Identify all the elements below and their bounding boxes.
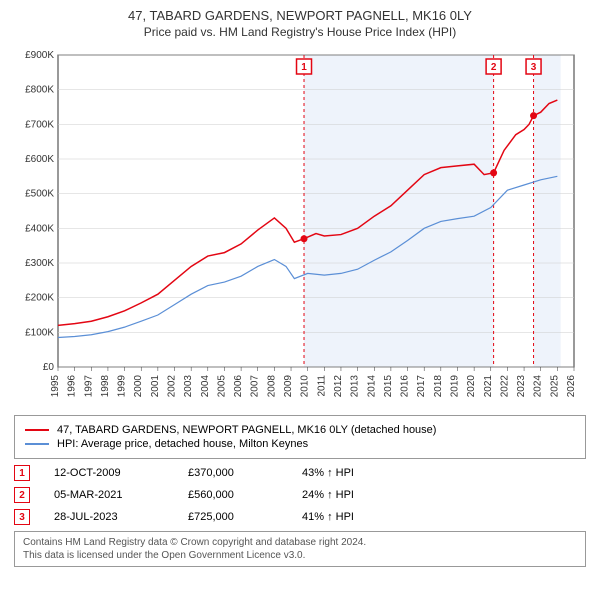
svg-text:2001: 2001 — [150, 375, 161, 398]
svg-text:£700K: £700K — [25, 119, 54, 130]
event-price: £725,000 — [188, 511, 278, 523]
footer-line2: This data is licensed under the Open Gov… — [23, 549, 577, 562]
svg-text:2011: 2011 — [316, 375, 327, 397]
svg-text:2003: 2003 — [183, 375, 194, 398]
svg-text:2018: 2018 — [433, 375, 444, 398]
event-pct: 43% ↑ HPI — [302, 467, 392, 479]
svg-text:2004: 2004 — [200, 375, 211, 398]
svg-text:2023: 2023 — [516, 375, 527, 398]
svg-text:2010: 2010 — [300, 375, 311, 398]
title-main: 47, TABARD GARDENS, NEWPORT PAGNELL, MK1… — [8, 8, 592, 23]
event-date: 05-MAR-2021 — [54, 489, 164, 501]
svg-text:£200K: £200K — [25, 293, 54, 304]
event-pct: 24% ↑ HPI — [302, 489, 392, 501]
event-row: 2 05-MAR-2021 £560,000 24% ↑ HPI — [14, 487, 586, 503]
svg-text:£0: £0 — [43, 362, 55, 373]
svg-text:£600K: £600K — [25, 154, 54, 165]
event-price: £560,000 — [188, 489, 278, 501]
legend-label: 47, TABARD GARDENS, NEWPORT PAGNELL, MK1… — [57, 424, 436, 436]
svg-text:2013: 2013 — [350, 375, 361, 398]
svg-text:1: 1 — [301, 62, 307, 73]
svg-text:£100K: £100K — [25, 327, 54, 338]
svg-text:2007: 2007 — [250, 375, 261, 398]
legend-swatch — [25, 429, 49, 431]
svg-text:2008: 2008 — [266, 375, 277, 398]
footer-line1: Contains HM Land Registry data © Crown c… — [23, 536, 577, 549]
event-row: 3 28-JUL-2023 £725,000 41% ↑ HPI — [14, 509, 586, 525]
event-marker: 3 — [14, 509, 30, 525]
svg-text:2014: 2014 — [366, 375, 377, 398]
svg-text:2006: 2006 — [233, 375, 244, 398]
legend-row: HPI: Average price, detached house, Milt… — [25, 438, 575, 450]
svg-text:2: 2 — [491, 62, 497, 73]
svg-text:2020: 2020 — [466, 375, 477, 398]
svg-text:1998: 1998 — [100, 375, 111, 398]
svg-text:1999: 1999 — [117, 375, 128, 398]
svg-text:2024: 2024 — [533, 375, 544, 398]
svg-text:2025: 2025 — [549, 375, 560, 398]
svg-text:2012: 2012 — [333, 375, 344, 398]
svg-text:£900K: £900K — [25, 50, 54, 61]
event-date: 28-JUL-2023 — [54, 511, 164, 523]
legend-row: 47, TABARD GARDENS, NEWPORT PAGNELL, MK1… — [25, 424, 575, 436]
event-pct: 41% ↑ HPI — [302, 511, 392, 523]
footer-attribution: Contains HM Land Registry data © Crown c… — [14, 531, 586, 567]
event-row: 1 12-OCT-2009 £370,000 43% ↑ HPI — [14, 465, 586, 481]
svg-text:1997: 1997 — [83, 375, 94, 398]
svg-text:2016: 2016 — [400, 375, 411, 398]
svg-text:2002: 2002 — [167, 375, 178, 398]
svg-text:2021: 2021 — [483, 375, 494, 398]
event-price: £370,000 — [188, 467, 278, 479]
svg-text:2000: 2000 — [133, 375, 144, 398]
event-marker: 1 — [14, 465, 30, 481]
svg-text:3: 3 — [531, 62, 537, 73]
legend-label: HPI: Average price, detached house, Milt… — [57, 438, 308, 450]
event-date: 12-OCT-2009 — [54, 467, 164, 479]
legend-swatch — [25, 443, 49, 445]
events-table: 1 12-OCT-2009 £370,000 43% ↑ HPI 2 05-MAR-202… — [14, 465, 586, 525]
svg-text:2026: 2026 — [566, 375, 577, 398]
svg-text:£800K: £800K — [25, 85, 54, 96]
svg-text:2017: 2017 — [416, 375, 427, 398]
event-marker: 2 — [14, 487, 30, 503]
svg-text:2015: 2015 — [383, 375, 394, 398]
legend: 47, TABARD GARDENS, NEWPORT PAGNELL, MK1… — [14, 415, 586, 459]
title-sub: Price paid vs. HM Land Registry's House … — [8, 25, 592, 39]
svg-text:2022: 2022 — [499, 375, 510, 398]
svg-text:£500K: £500K — [25, 189, 54, 200]
price-chart: £0 £100K £200K £300K £400K £500K £600K £700K £80… — [10, 47, 590, 407]
svg-text:2019: 2019 — [449, 375, 460, 398]
svg-text:1996: 1996 — [67, 375, 78, 398]
svg-text:1995: 1995 — [50, 375, 61, 398]
svg-text:2005: 2005 — [216, 375, 227, 398]
title-block: 47, TABARD GARDENS, NEWPORT PAGNELL, MK1… — [8, 8, 592, 39]
svg-text:£400K: £400K — [25, 223, 54, 234]
svg-text:£300K: £300K — [25, 258, 54, 269]
svg-text:2009: 2009 — [283, 375, 294, 398]
